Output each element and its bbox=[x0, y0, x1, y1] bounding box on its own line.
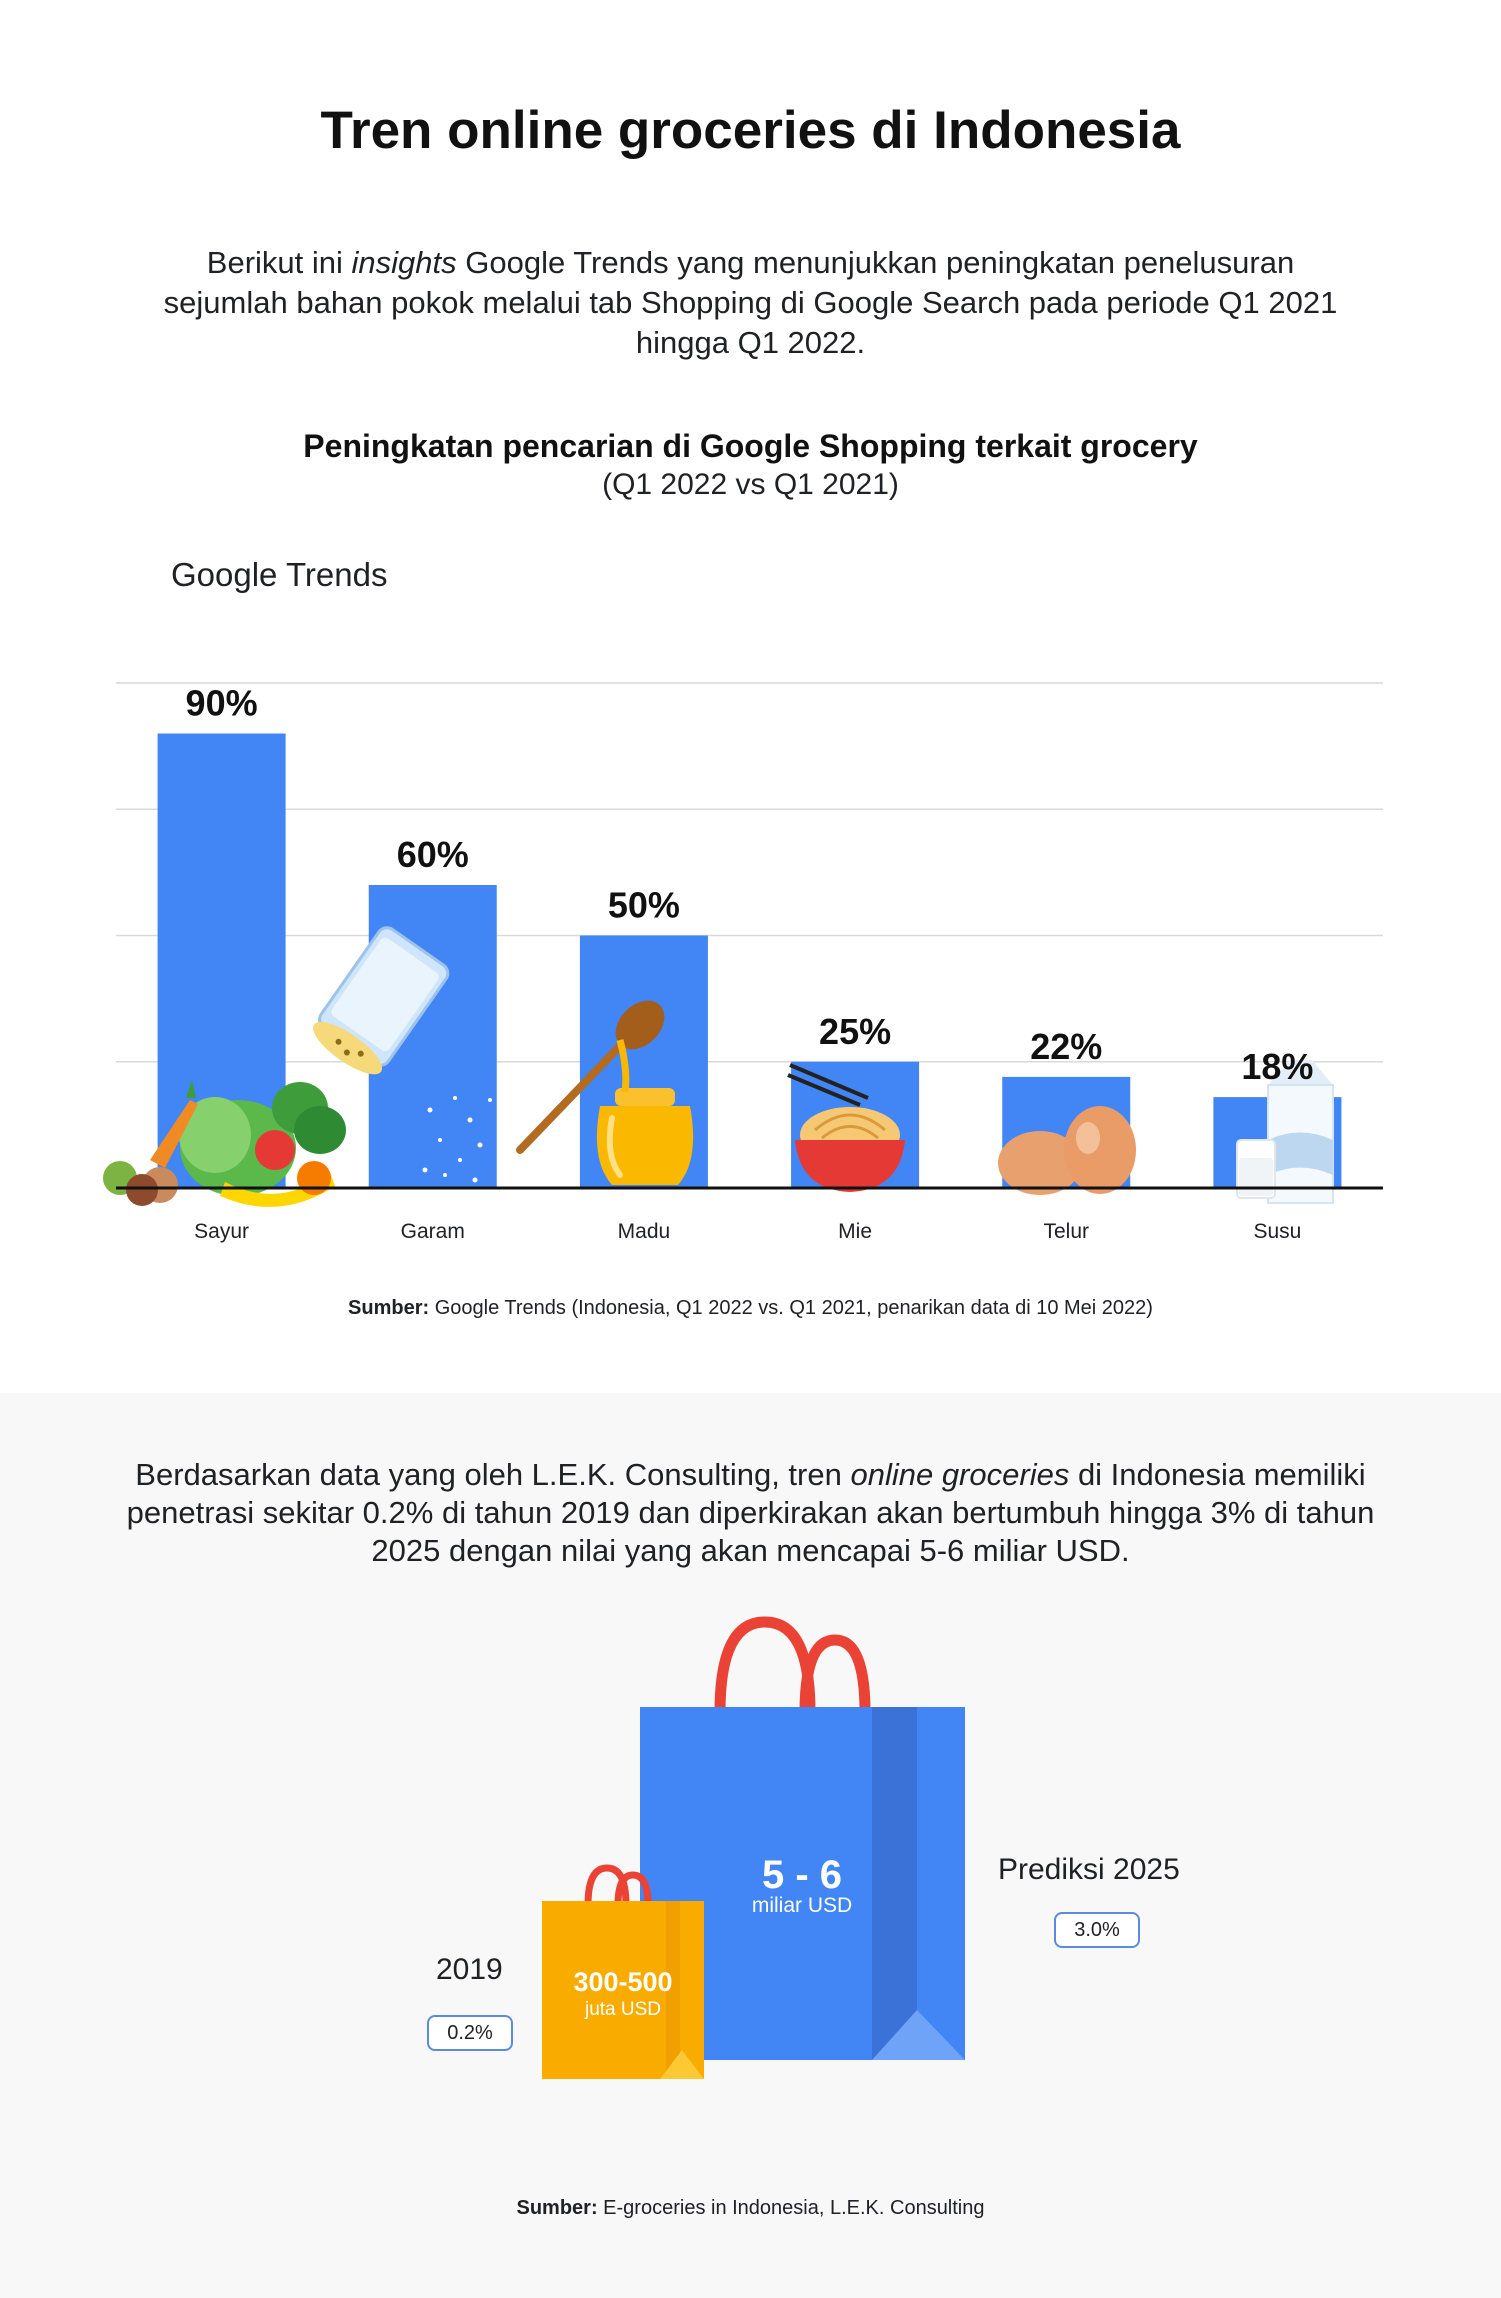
data-label-susu: 18% bbox=[1241, 1046, 1313, 1087]
data-label-sayur: 90% bbox=[186, 683, 258, 724]
large-bag-unit: miliar USD bbox=[752, 1894, 852, 1917]
intro-emphasis: insights bbox=[351, 245, 457, 280]
vegetables-icon bbox=[103, 1080, 346, 1207]
noodle-bowl-icon bbox=[787, 1063, 905, 1192]
bar-chart: 90% Sayur 60% Garam 50% Madu 25% Mie 22% Telur 18%… bbox=[103, 682, 1383, 1243]
small-bag-value: 300-500 bbox=[573, 1967, 672, 1997]
chart-subtitle: (Q1 2022 vs Q1 2021) bbox=[602, 468, 899, 501]
data-label-mie: 25% bbox=[819, 1011, 891, 1052]
salt-shaker-icon bbox=[313, 926, 492, 1183]
data-label-telur: 22% bbox=[1030, 1026, 1102, 1067]
page-title: Tren online groceries di Indonesia bbox=[320, 101, 1181, 160]
lek-paragraph: Berdasarkan data yang oleh L.E.K. Consul… bbox=[120, 1456, 1381, 1570]
lek-suffix: di Indonesia memiliki penetrasi sekitar … bbox=[126, 1457, 1375, 1568]
source-note-trends: Sumber: Google Trends (Indonesia, Q1 202… bbox=[0, 1297, 1501, 1320]
shopping-bags-illustration: 5 - 6 miliar USD 300-500 juta USD bbox=[542, 1616, 965, 2079]
chart-grid bbox=[116, 682, 1383, 1063]
category-label-sayur: Sayur bbox=[194, 1220, 249, 1243]
penetration-badge-2019: 0.2% bbox=[427, 2015, 513, 2051]
label-prediction-2025: Prediksi 2025 bbox=[998, 1853, 1180, 1886]
source-label: Sumber: bbox=[348, 1297, 430, 1319]
source-note-lek: Sumber: E-groceries in Indonesia, L.E.K.… bbox=[0, 2197, 1501, 2220]
eggs-icon bbox=[998, 1106, 1136, 1195]
category-label-susu: Susu bbox=[1253, 1220, 1301, 1243]
chart-title: Peningkatan pencarian di Google Shopping… bbox=[303, 428, 1198, 464]
source2-label: Sumber: bbox=[516, 2197, 598, 2219]
category-label-garam: Garam bbox=[401, 1220, 465, 1243]
category-label-mie: Mie bbox=[838, 1220, 872, 1243]
lek-emphasis: online groceries bbox=[850, 1457, 1070, 1492]
small-shopping-bag: 300-500 juta USD bbox=[542, 1864, 704, 2079]
data-label-madu: 50% bbox=[608, 885, 680, 926]
chart-illustrations bbox=[103, 926, 1334, 1207]
data-label-garam: 60% bbox=[397, 834, 469, 875]
label-year-2019: 2019 bbox=[436, 1953, 503, 1986]
intro-prefix: Berikut ini bbox=[206, 245, 352, 280]
source2-text: E-groceries in Indonesia, L.E.K. Consult… bbox=[597, 2197, 985, 2219]
chart-brand-label: Google Trends bbox=[171, 556, 388, 593]
intro-suffix: Google Trends yang menunjukkan peningkat… bbox=[163, 245, 1338, 360]
milk-icon bbox=[1236, 1060, 1334, 1204]
intro-paragraph: Berikut ini insights Google Trends yang … bbox=[150, 243, 1351, 363]
honey-jar-icon bbox=[516, 1000, 694, 1185]
source-text: Google Trends (Indonesia, Q1 2022 vs. Q1… bbox=[429, 1297, 1153, 1319]
large-bag-value: 5 - 6 bbox=[762, 1853, 842, 1897]
chart-labels: 90% Sayur 60% Garam 50% Madu 25% Mie 22% Telur 18%… bbox=[116, 683, 1383, 1243]
small-bag-unit: juta USD bbox=[584, 1999, 661, 2020]
penetration-badge-2025: 3.0% bbox=[1054, 1912, 1140, 1948]
category-label-telur: Telur bbox=[1043, 1220, 1089, 1243]
category-label-madu: Madu bbox=[618, 1220, 671, 1243]
lek-prefix: Berdasarkan data yang oleh L.E.K. Consul… bbox=[135, 1457, 851, 1492]
